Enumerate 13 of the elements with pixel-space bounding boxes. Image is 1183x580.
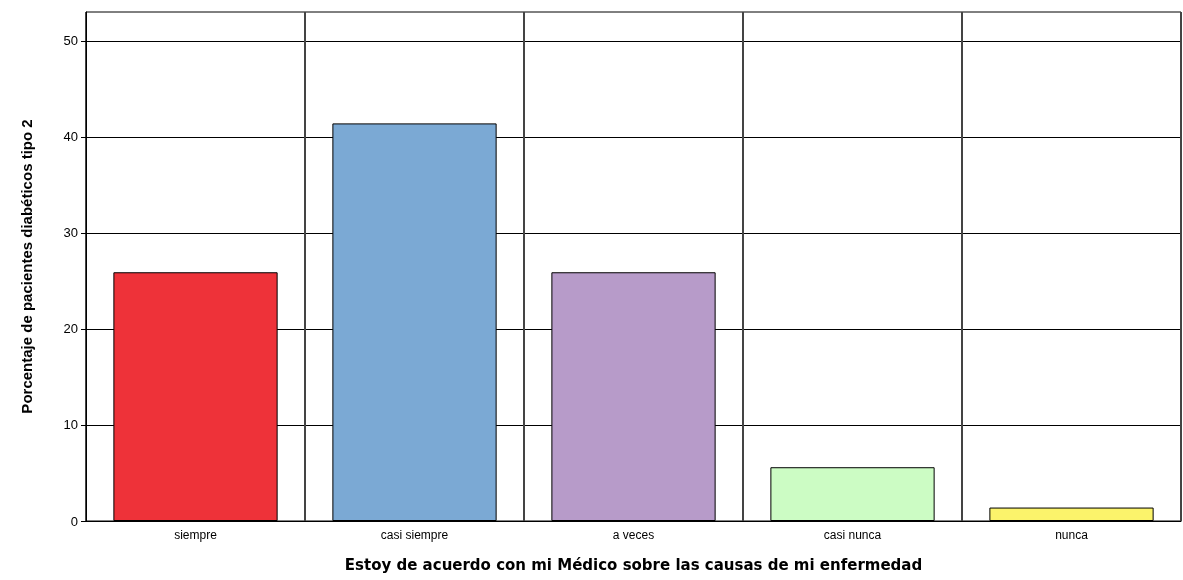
x-tick-label: casi siempre bbox=[380, 528, 449, 542]
y-tick-label: 30 bbox=[63, 225, 78, 241]
y-tick-label: 10 bbox=[63, 417, 78, 433]
x-tick-label: a veces bbox=[612, 528, 655, 542]
y-tick-label: 40 bbox=[63, 129, 78, 145]
x-axis-title: Estoy de acuerdo con mi Médico sobre las causas de mi enfermedad bbox=[344, 555, 923, 574]
y-tick-label: 20 bbox=[63, 321, 78, 337]
y-tick-label: 50 bbox=[63, 33, 78, 49]
y-tick-label: 0 bbox=[70, 513, 78, 529]
x-tick-label: casi nunca bbox=[823, 528, 882, 542]
y-axis-title: Porcentaje de pacientes diabéticos tipo 2 bbox=[18, 119, 35, 414]
x-tick-label: nunca bbox=[1055, 528, 1089, 542]
x-tick-label: siempre bbox=[174, 528, 218, 542]
